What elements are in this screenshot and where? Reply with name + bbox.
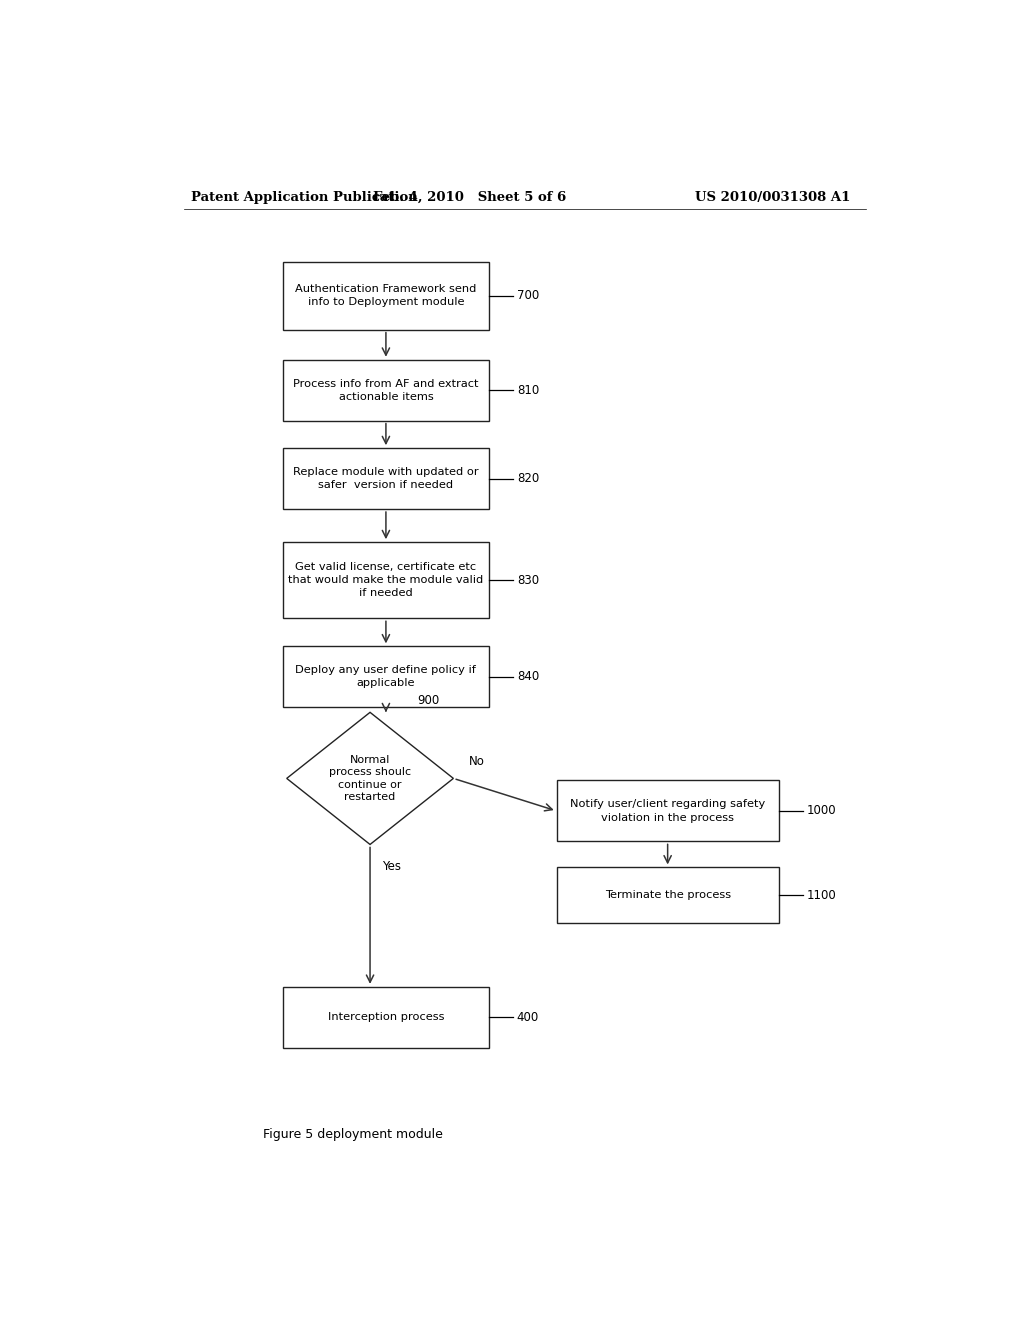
Text: Figure 5 deployment module: Figure 5 deployment module — [263, 1127, 442, 1140]
Text: 820: 820 — [517, 473, 539, 484]
Bar — [283, 987, 489, 1048]
Text: 700: 700 — [517, 289, 539, 302]
Polygon shape — [287, 713, 454, 845]
Text: Feb. 4, 2010   Sheet 5 of 6: Feb. 4, 2010 Sheet 5 of 6 — [373, 190, 566, 203]
Text: 1000: 1000 — [807, 804, 837, 817]
Text: Interception process: Interception process — [328, 1012, 444, 1022]
Bar — [283, 359, 489, 421]
Text: Replace module with updated or
safer  version if needed: Replace module with updated or safer ver… — [293, 467, 479, 490]
Bar — [557, 867, 779, 923]
Text: Terminate the process: Terminate the process — [604, 890, 731, 900]
Text: Process info from AF and extract
actionable items: Process info from AF and extract actiona… — [293, 379, 478, 401]
Bar — [283, 647, 489, 708]
Text: 1100: 1100 — [807, 888, 837, 902]
Text: Deploy any user define policy if
applicable: Deploy any user define policy if applica… — [296, 665, 476, 688]
Text: Patent Application Publication: Patent Application Publication — [191, 190, 418, 203]
Text: Notify user/client regarding safety
violation in the process: Notify user/client regarding safety viol… — [570, 800, 765, 822]
Bar — [283, 543, 489, 618]
Text: Yes: Yes — [382, 859, 401, 873]
Text: 400: 400 — [517, 1011, 539, 1024]
Bar — [283, 261, 489, 330]
Bar — [283, 447, 489, 510]
Bar — [557, 780, 779, 841]
Text: Get valid license, certificate etc
that would make the module valid
if needed: Get valid license, certificate etc that … — [289, 562, 483, 598]
Text: Authentication Framework send
info to Deployment module: Authentication Framework send info to De… — [295, 284, 476, 308]
Text: Normal
process shoulc
continue or
restarted: Normal process shoulc continue or restar… — [329, 755, 411, 803]
Text: 830: 830 — [517, 574, 539, 586]
Text: US 2010/0031308 A1: US 2010/0031308 A1 — [695, 190, 850, 203]
Text: 840: 840 — [517, 671, 539, 684]
Text: No: No — [469, 755, 485, 768]
Text: 810: 810 — [517, 384, 539, 396]
Text: 900: 900 — [418, 694, 440, 708]
